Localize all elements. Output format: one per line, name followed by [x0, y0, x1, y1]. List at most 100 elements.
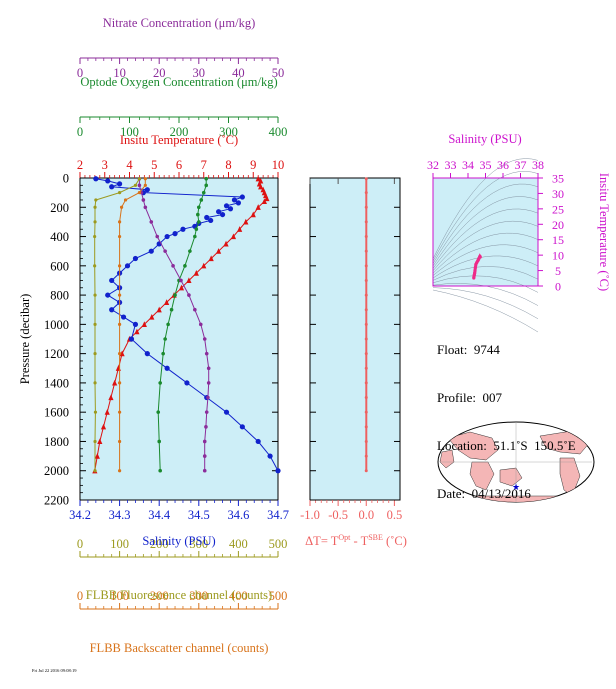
temperature-point [193, 270, 199, 276]
delta_t-tick-label: -0.5 [328, 508, 348, 522]
salinity-point [208, 217, 214, 224]
temperature-tick-label: 3 [102, 158, 108, 172]
nitrate-tick-label: 0 [77, 66, 83, 80]
profile-panel [79, 177, 279, 501]
oxygen-tick-label: 0 [77, 125, 83, 139]
salinity-point [227, 206, 234, 212]
oxygen-tick-label: 300 [219, 125, 238, 139]
temperature-point [230, 233, 237, 240]
temperature-point [178, 284, 185, 291]
temperature-tick-label: 8 [225, 158, 231, 172]
pressure-tick-label: 1800 [44, 435, 69, 449]
backscatter-point [118, 220, 122, 224]
fluorescence-point [93, 410, 98, 414]
backscatter-point [118, 439, 122, 444]
ts-salinity-axis-title: Salinity (PSU) [448, 132, 521, 146]
delta_t-point [364, 410, 368, 414]
backscatter-tick-label: 500 [269, 589, 288, 603]
salinity-point [231, 197, 238, 203]
delta-t-panel [309, 177, 401, 501]
fluorescence-tick-label: 500 [269, 537, 288, 551]
oxygen-point [166, 322, 170, 327]
nitrate-tick-label: 10 [113, 66, 126, 80]
pressure-tick-label: 2200 [44, 494, 69, 508]
fluorescence-point [93, 352, 97, 356]
oxygen-tick-label: 100 [120, 125, 139, 139]
fluorescence-tick-label: 300 [189, 537, 208, 551]
salinity-point [164, 365, 170, 371]
salinity-point [105, 178, 111, 184]
salinity-tick-label: 34.3 [109, 508, 131, 522]
oxygen-axis-title: Optode Oxygen Concentration (μm/kg) [80, 75, 277, 89]
nitrate-point [163, 249, 167, 253]
temperature-axis-title: Insitu Temperature (˚C) [120, 133, 238, 147]
nitrate-tick-label: 30 [193, 66, 206, 80]
salinity-point [109, 277, 115, 284]
nitrate-point [137, 183, 142, 188]
salinity-point [109, 184, 115, 190]
pressure-tick-label: 1600 [44, 406, 69, 420]
salinity-point [144, 187, 150, 193]
temperature-tick-label: 2 [77, 158, 83, 172]
backscatter-point [118, 381, 122, 385]
delta_t-point [364, 322, 368, 326]
delta_t-point [364, 352, 368, 356]
temperature-point [141, 321, 147, 327]
nitrate-point [141, 198, 146, 202]
info-profile: Profile: 007 [437, 390, 502, 405]
nitrate-point [202, 337, 207, 341]
backscatter-tick-label: 400 [229, 589, 248, 603]
salinity-tick-label: 34.2 [69, 508, 91, 522]
fluorescence-point [94, 198, 98, 202]
delta_t-point [364, 177, 368, 181]
temperature-point [250, 211, 256, 218]
delta_t-point [364, 278, 368, 282]
temperature-point [104, 409, 110, 415]
fluorescence-point [93, 469, 97, 473]
salinity-point [235, 200, 241, 206]
delta_t-point [364, 425, 368, 429]
salinity-point [128, 336, 135, 342]
ts-salinity-tick-label: 32 [427, 158, 439, 172]
nitrate-point [171, 264, 175, 268]
oxygen-point [173, 293, 177, 297]
ts-panel [432, 177, 539, 287]
oxygen-point [158, 468, 162, 473]
ts-density-contour [432, 220, 539, 271]
ts-density-contour [432, 289, 539, 333]
salinity-point [275, 468, 281, 474]
fluorescence-point [118, 191, 122, 195]
fluorescence-tick-label: 400 [229, 537, 248, 551]
pressure-tick-label: 2000 [44, 464, 69, 478]
nitrate-point [204, 351, 209, 356]
float-location-marker: ★ [512, 482, 520, 492]
ts-density-contour [432, 171, 539, 262]
salinity-tick-label: 34.7 [267, 508, 289, 522]
nitrate-point [206, 395, 210, 400]
backscatter-point [118, 234, 122, 239]
oxygen-point [204, 183, 209, 188]
nitrate-point [206, 366, 211, 371]
temperature-point [216, 248, 222, 254]
fluorescence-point [133, 183, 138, 187]
nitrate-point [204, 425, 208, 429]
salinity-point [180, 226, 186, 232]
delta_t-point [364, 293, 368, 297]
pressure-axis-title: Pressure (decibar) [18, 294, 32, 385]
temperature-point [134, 328, 140, 335]
backscatter-tick-label: 100 [110, 589, 129, 603]
backscatter-point [118, 293, 122, 297]
fluorescence-tick-label: 100 [110, 537, 129, 551]
delta_t-point [364, 396, 368, 400]
nitrate-point [206, 381, 211, 385]
backscatter-point [118, 469, 122, 473]
ts-density-contour [432, 266, 539, 281]
ts-point [473, 268, 477, 273]
salinity-point [120, 314, 127, 320]
backscatter-point [123, 198, 128, 202]
nitrate-tick-label: 20 [153, 66, 166, 80]
ts-salinity-tick-label: 35 [480, 158, 492, 172]
delta_t-point [364, 469, 368, 473]
oxygen-point [197, 220, 201, 224]
